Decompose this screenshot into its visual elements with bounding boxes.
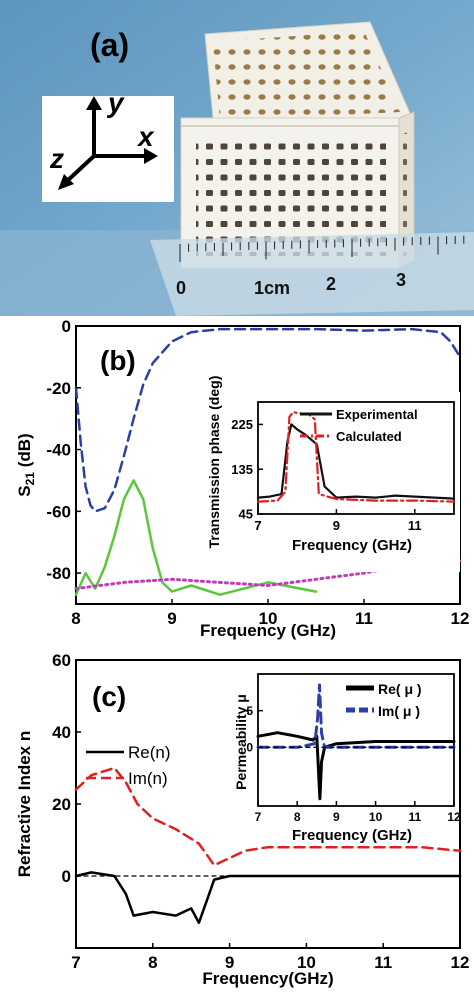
panel-c-xtick-label: 7 [71, 953, 80, 972]
inset-b-xtick-label: 7 [254, 518, 261, 533]
inset-b-xtick-label: 11 [408, 518, 422, 533]
inset-c-xtick-label: 8 [294, 810, 301, 824]
axis-label-z: z [49, 143, 64, 174]
panel-c-ytick-label: 20 [52, 795, 71, 814]
inset-c-xtick-label: 10 [369, 810, 383, 824]
inset-b-frame [257, 401, 455, 515]
panel-b-inset: 7 9 11 45 135 225 Experimental Calculated Fr… [196, 376, 460, 572]
panel-b-ytick-label: -80 [46, 564, 71, 583]
inset-c-xlabel: Frequency (GHz) [292, 827, 412, 844]
panel-c-xtick-label: 10 [297, 953, 316, 972]
panel-c-xtick-label: 9 [225, 953, 234, 972]
panel-c-inset: 7 8 9 10 11 12 0 5 Re( μ ) Im( μ ) Frequency (… [232, 664, 461, 844]
inset-c-ytick-label: 5 [246, 704, 253, 718]
cube-top-face [204, 21, 413, 129]
panel-b-xlabel: Frequency (GHz) [200, 621, 336, 640]
inset-b-legend-calculated: Calculated [336, 429, 402, 444]
panel-c-legend-im: Im(n) [128, 769, 168, 788]
panel-b-series-0 [74, 327, 462, 513]
inset-b-ytick-label: 225 [231, 417, 253, 432]
inset-b-xtick-label: 9 [333, 518, 340, 533]
panel-c-series-imn [74, 766, 462, 867]
inset-b-ytick-label: 45 [239, 507, 253, 522]
inset-c-legend-im: Im( μ ) [378, 703, 420, 719]
inset-c-xtick-label: 12 [447, 810, 461, 824]
panel-b-ylabel: S21 (dB) [15, 433, 37, 496]
panel-label-b: (b) [100, 345, 136, 376]
ruler-label-1cm: 1cm [254, 278, 290, 298]
inset-c-ylabel: Permeability μ [233, 694, 249, 790]
ruler-label-0: 0 [176, 278, 186, 298]
inset-c-xtick-label: 11 [408, 810, 421, 824]
cube-side-face [398, 111, 415, 269]
panel-b-xtick-label: 11 [355, 609, 373, 628]
inset-b-ylabel: Transmission phase (deg) [206, 376, 222, 549]
panel-c-ytick-label: 40 [52, 723, 71, 742]
panel-label-a: (a) [90, 27, 129, 63]
inset-c-legend-re: Re( μ ) [378, 681, 422, 697]
inset-b-xlabel: Frequency (GHz) [292, 537, 412, 554]
panel-b-series-2 [74, 559, 462, 591]
inset-b-series-0 [256, 423, 456, 500]
panel-b-ytick-label: -20 [46, 379, 71, 398]
panel-c-ylabel: Refractive Index n [15, 731, 34, 877]
axis-label-x: x [136, 121, 155, 152]
panel-c-ytick-label: 60 [52, 651, 71, 670]
panel-b-series-1 [74, 479, 318, 596]
inset-c-series-re [256, 731, 456, 801]
panel-b-xtick-label: 10 [259, 609, 278, 628]
panel-b-xtick-label: 8 [71, 609, 80, 628]
panel-b-xtick-label: 12 [451, 609, 470, 628]
panel-label-c: (c) [92, 681, 126, 712]
inset-b-ytick-label: 135 [231, 462, 253, 477]
panel-b-ytick-label: -60 [46, 502, 71, 521]
ruler: 0 1cm 2 3 [150, 232, 474, 316]
inset-c-ytick-label: 0 [246, 741, 253, 755]
panel-c-xtick-label: 12 [451, 953, 470, 972]
ruler-label-3: 3 [396, 270, 406, 290]
panel-b-ytick-label: -40 [46, 441, 71, 460]
panel-b: 8 9 10 11 12 0 -20 -40 -60 -80 (b) Frequency (GH… [15, 317, 469, 640]
axis-label-y: y [106, 87, 125, 118]
figure-charts: 8 9 10 11 12 0 -20 -40 -60 -80 (b) Frequency (GH… [15, 317, 469, 988]
sample-photo: y x z (a) 0 1cm 2 3 [0, 0, 474, 316]
panel-b-ytick-label: 0 [62, 317, 71, 336]
coordinate-axes-box: y x z [42, 87, 174, 202]
inset-c-xtick-label: 7 [255, 810, 262, 824]
panel-c-xtick-label: 8 [148, 953, 157, 972]
panel-c-ytick-label: 0 [62, 867, 71, 886]
ruler-label-2: 2 [326, 274, 336, 294]
inset-c-xtick-label: 9 [333, 810, 340, 824]
panel-b-xtick-label: 9 [167, 609, 176, 628]
inset-b-legend-experimental: Experimental [336, 407, 418, 422]
panel-c-xlabel: Frequency(GHz) [202, 969, 333, 988]
panel-c-xtick-label: 11 [374, 953, 392, 972]
panel-c: 7 8 9 10 11 12 0 20 40 60 (c) Re(n) Im(n) Freque… [15, 651, 469, 988]
panel-c-legend-re: Re(n) [128, 743, 171, 762]
